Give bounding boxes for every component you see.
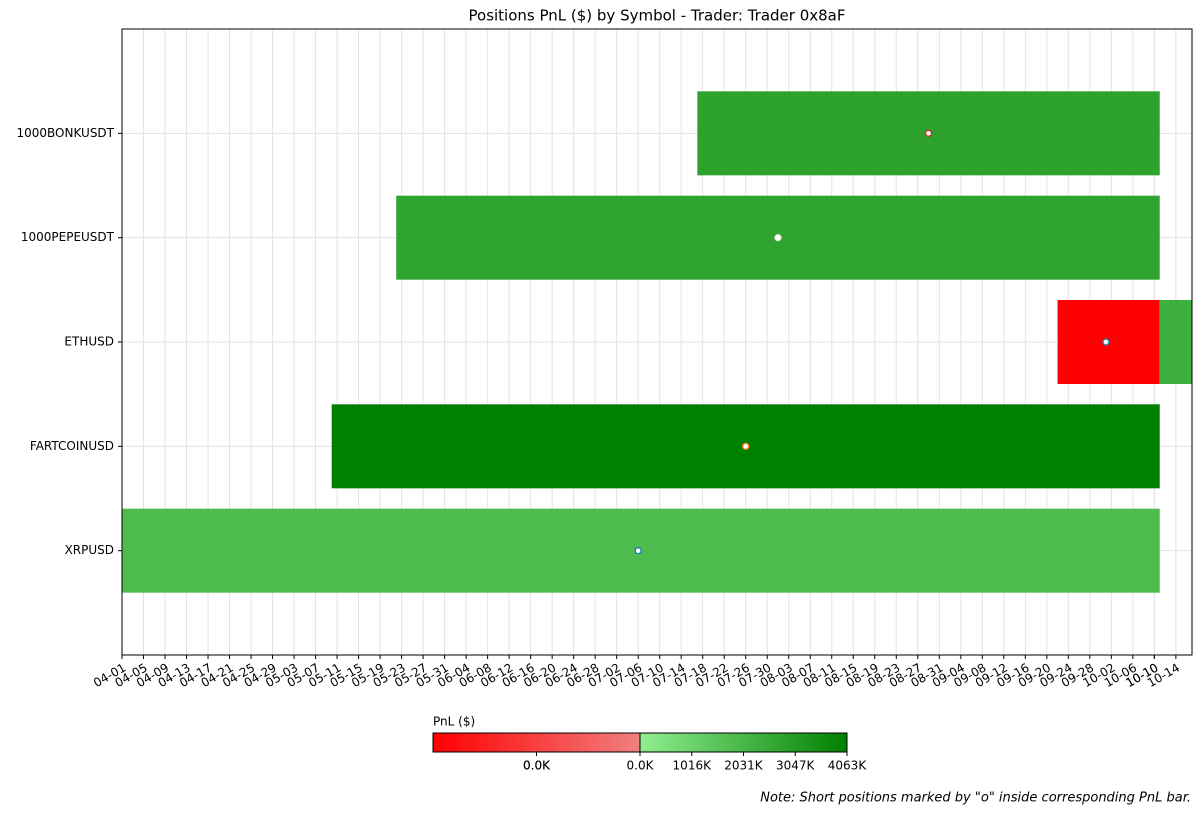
short-marker bbox=[924, 129, 933, 137]
colorbar-segment bbox=[640, 733, 847, 752]
short-marker bbox=[742, 442, 750, 450]
colorbar-tick-label: 1016K bbox=[673, 759, 713, 773]
colorbar-tick-label: 0.0K bbox=[627, 759, 655, 773]
colorbar: 0.0K0.0K 0.0K 1016K 2031K 3047K 4063K bbox=[432, 732, 868, 773]
note: Note: Short positions marked by "o" insi… bbox=[760, 791, 1191, 806]
colorbar-tick-label: 0.0K bbox=[523, 759, 551, 773]
y-tick-label: XRPUSD bbox=[65, 543, 114, 557]
bars bbox=[122, 91, 1192, 593]
chart-title: Positions PnL ($) by Symbol - Trader: Tr… bbox=[469, 7, 846, 25]
colorbar-tick-label: 3047K bbox=[776, 759, 816, 773]
y-tick-label: ETHUSD bbox=[64, 335, 114, 349]
colorbar-label: PnL ($) bbox=[433, 715, 475, 729]
short-marker bbox=[1102, 338, 1110, 346]
y-tick-label: FARTCOINUSD bbox=[30, 439, 114, 453]
colorbar-segment bbox=[433, 733, 640, 752]
pnl-bar bbox=[1159, 300, 1192, 384]
short-marker bbox=[774, 234, 782, 242]
colorbar-tick-label: 0.0K bbox=[523, 759, 551, 773]
colorbar-tick-label: 2031K bbox=[724, 759, 764, 773]
y-tick-label: 1000BONKUSDT bbox=[17, 126, 115, 140]
y-tick-label: 1000PEPEUSDT bbox=[21, 230, 115, 244]
colorbar-tick-label: 4063K bbox=[828, 759, 868, 773]
short-marker bbox=[634, 547, 642, 555]
